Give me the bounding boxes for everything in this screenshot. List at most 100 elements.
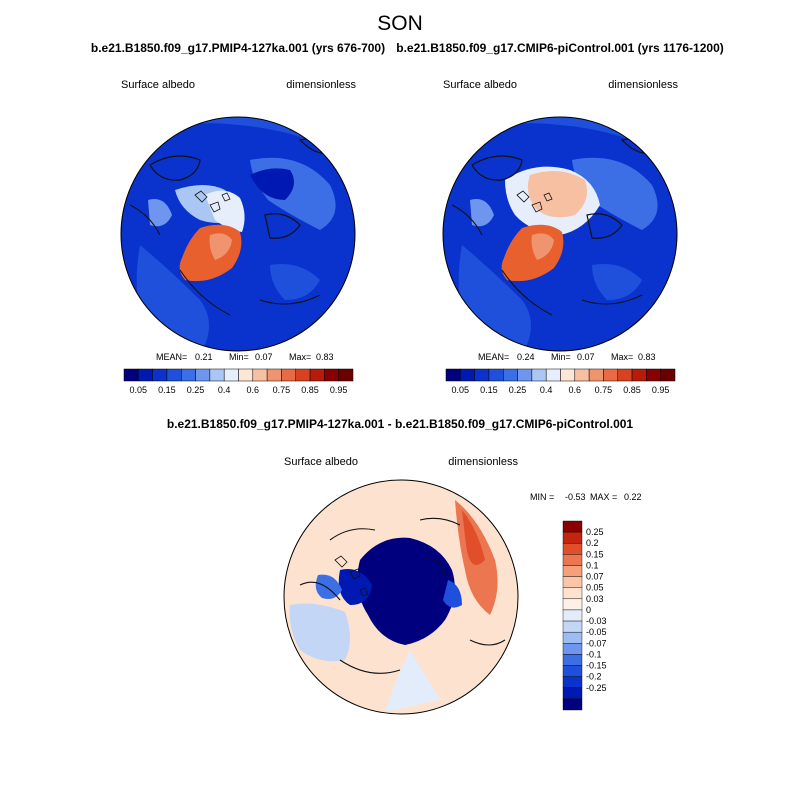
- colorbar-swatch: [460, 368, 475, 382]
- mean-label: MEAN=: [478, 352, 509, 362]
- colorbar-swatch: [166, 368, 182, 382]
- colorbar-swatch: [562, 665, 583, 677]
- colorbar-swatch: [646, 368, 661, 382]
- colorbar-swatch: [503, 368, 518, 382]
- max-value: 0.83: [638, 352, 656, 362]
- map-field-europe: [270, 264, 320, 300]
- max-label: Max=: [289, 352, 311, 362]
- colorbar-swatch: [562, 631, 583, 644]
- stats-line: MEAN= 0.21 Min= 0.07 Max= 0.83: [156, 352, 334, 362]
- colorbar-swatch: [195, 368, 211, 382]
- map-field-arctic-ocean: [357, 537, 455, 645]
- colorbar-swatch: [295, 368, 311, 382]
- colorbar-swatch: [562, 576, 583, 588]
- colorbar-tick-label: -0.25: [586, 683, 607, 693]
- colorbar-swatch: [474, 368, 490, 382]
- colorbar-swatch: [562, 587, 583, 600]
- map-field-sea-ice-core: [527, 171, 588, 218]
- colorbar-tick-label: 0.15: [480, 385, 498, 395]
- colorbar-swatch: [181, 368, 196, 382]
- colorbar-tick-label: 0.15: [586, 549, 604, 559]
- map-field-greenland-core: [209, 233, 232, 260]
- colorbar-tick-label: 0.75: [595, 385, 613, 395]
- map-field-siberia: [572, 157, 658, 230]
- map-field-baffin: [315, 574, 342, 599]
- coastline-minor: [451, 125, 653, 316]
- polar-map: [121, 117, 355, 351]
- colorbar-tick-label: -0.03: [586, 616, 607, 626]
- colorbar-swatch: [562, 565, 583, 577]
- coastline-minor: [129, 125, 331, 316]
- coastline-major: [299, 517, 506, 674]
- colorbar-swatch: [562, 620, 583, 633]
- colorbar-tick-label: 0.1: [586, 560, 599, 570]
- units-label: dimensionless: [286, 79, 356, 91]
- colorbar-tick-label: 0.2: [586, 538, 599, 548]
- mean-value: 0.24: [517, 352, 535, 362]
- max-value: 0.22: [624, 492, 642, 502]
- season-title: SON: [377, 12, 423, 35]
- panel-pmip4: b.e21.B1850.f09_g17.PMIP4-127ka.001 (yrs…: [91, 41, 385, 395]
- colorbar-swatch: [562, 598, 583, 611]
- colorbar-swatch: [545, 368, 561, 382]
- colorbar-ticks: 0.05 0.15 0.25 0.4 0.6 0.75 0.85 0.95: [452, 385, 670, 395]
- colorbar-tick-label: 0.75: [273, 385, 291, 395]
- map-field-arctic-ocean: [250, 168, 294, 200]
- coastline-islands: [516, 190, 553, 213]
- colorbar-swatch: [338, 368, 354, 382]
- map-field-eurasia-strong: [462, 510, 485, 565]
- colorbar-swatch: [574, 368, 590, 382]
- colorbar-swatch: [252, 368, 268, 382]
- colorbar-tick-label: 0.05: [130, 385, 148, 395]
- colorbar-ticks: 0.250.20.150.10.070.050.030-0.03-0.05-0.…: [586, 527, 607, 693]
- colorbar-tick-label: 0.15: [158, 385, 176, 395]
- colorbar-swatch: [562, 520, 583, 533]
- map-field-pacific-negative: [385, 650, 440, 712]
- stats-line: MEAN= 0.24 Min= 0.07 Max= 0.83: [478, 352, 656, 362]
- colorbar-swatch: [603, 368, 618, 382]
- colorbar-swatch: [209, 368, 225, 382]
- colorbar-tick-label: 0: [586, 605, 591, 615]
- colorbar-swatch: [562, 676, 583, 688]
- colorbar-swatch: [562, 643, 583, 655]
- max-value: 0.83: [316, 352, 334, 362]
- colorbar-swatch: [562, 554, 583, 566]
- stats-line: MIN = -0.53 MAX = 0.22: [530, 492, 642, 502]
- colorbar-swatch: [562, 698, 583, 711]
- panel-diff: b.e21.B1850.f09_g17.PMIP4-127ka.001 - b.…: [167, 417, 642, 715]
- map-field-europe: [592, 264, 642, 300]
- map-frame: [120, 116, 356, 352]
- colorbar-swatch: [152, 368, 168, 382]
- min-label: MIN =: [530, 492, 554, 502]
- map-field-barents: [443, 580, 462, 608]
- colorbar-swatch: [223, 368, 239, 382]
- map-field-america-negative: [289, 603, 350, 662]
- colorbar-tick-label: 0.85: [301, 385, 319, 395]
- colorbar-swatch: [266, 368, 282, 382]
- panel-title: b.e21.B1850.f09_g17.CMIP6-piControl.001 …: [396, 41, 724, 55]
- min-value: -0.53: [565, 492, 586, 502]
- colorbar-swatch: [560, 368, 576, 382]
- colorbar-swatch: [562, 654, 583, 666]
- max-label: MAX =: [590, 492, 617, 502]
- mean-label: MEAN=: [156, 352, 187, 362]
- colorbar-tick-label: 0.6: [247, 385, 260, 395]
- map-field-west: [148, 199, 172, 227]
- colorbar-swatch: [445, 368, 461, 382]
- colorbar-tick-label: -0.15: [586, 661, 607, 671]
- colorbar-tick-label: -0.2: [586, 672, 602, 682]
- colorbar-swatch: [562, 531, 583, 544]
- map-field-west: [470, 199, 494, 227]
- colorbar-tick-label: 0.07: [586, 572, 604, 582]
- colorbar-tick-label: 0.4: [218, 385, 231, 395]
- units-label: dimensionless: [448, 456, 518, 468]
- colorbar-tick-label: -0.05: [586, 627, 607, 637]
- colorbar-swatch: [631, 368, 647, 382]
- colorbar: [562, 520, 583, 711]
- panel-title: b.e21.B1850.f09_g17.PMIP4-127ka.001 - b.…: [167, 417, 634, 431]
- units-label: dimensionless: [608, 79, 678, 91]
- colorbar-tick-label: 0.95: [330, 385, 348, 395]
- min-label: Min=: [229, 352, 249, 362]
- colorbar-swatch: [123, 368, 139, 382]
